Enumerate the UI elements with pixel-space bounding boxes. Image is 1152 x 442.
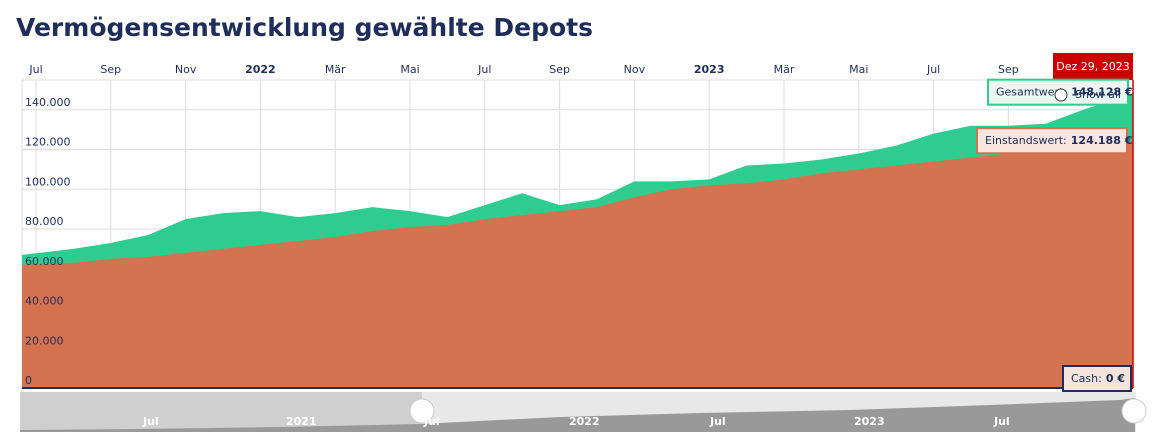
y-tick-label: 0	[25, 374, 32, 387]
y-tick-label: 140.000	[25, 96, 71, 109]
x-tick-label: Sep	[549, 63, 570, 76]
reset-button[interactable]: Show all	[1075, 88, 1121, 101]
x-tick-label: Mai	[849, 63, 868, 76]
navigator-label: 2023	[854, 415, 885, 428]
x-tick-label: Sep	[100, 63, 121, 76]
x-tick-label: 2023	[694, 63, 725, 76]
tooltip: Cash: 0 €	[1071, 372, 1125, 385]
tooltip: Gesamtwert: 148.128 €	[996, 86, 1133, 99]
navigator-label: 2022	[569, 415, 600, 428]
tooltip-box	[1062, 365, 1132, 392]
navigator-label: Jul	[142, 415, 159, 428]
navigator-label: Jul	[709, 415, 726, 428]
x-tick-label: Mär	[774, 63, 795, 76]
navigator-label: Jul	[993, 415, 1010, 428]
y-tick-label: 40.000	[25, 295, 64, 308]
y-tick-label: 100.000	[25, 175, 71, 188]
tooltip-value: 148.128 €	[1071, 86, 1133, 99]
navigator-series	[20, 398, 1135, 432]
x-tick-label: Jul	[926, 63, 940, 76]
x-tick-label: Mär	[325, 63, 346, 76]
navigator-label: 2021	[286, 415, 317, 428]
crosshair-label-bg	[1053, 53, 1133, 80]
x-tick-label: Mai	[400, 63, 419, 76]
x-tick-label: 2022	[245, 63, 276, 76]
chart-title: Vermögensentwicklung gewählte Depots	[16, 13, 593, 42]
tooltip-name: Cash:	[1071, 372, 1102, 385]
area	[22, 141, 1133, 388]
tooltip-name: Gesamtwert:	[996, 86, 1067, 99]
y-tick-label: 20.000	[25, 334, 64, 347]
x-tick-label: Nov	[624, 63, 646, 76]
tooltip-name: Einstandswert:	[985, 134, 1067, 147]
reset-icon	[1054, 88, 1068, 102]
tooltip-value: 124.188 €	[1071, 134, 1133, 147]
x-tick-label: Sep	[998, 63, 1019, 76]
navigator-handle[interactable]	[1121, 398, 1147, 424]
x-tick-label: Jul	[477, 63, 491, 76]
navigator-handle[interactable]	[409, 398, 435, 424]
tooltip: Einstandswert: 124.188 €	[985, 134, 1132, 147]
x-tick-label: Nov	[175, 63, 197, 76]
y-tick-label: 60.000	[25, 255, 64, 268]
x-tick-label: Jul	[28, 63, 42, 76]
navigator-label: Jul	[423, 415, 440, 428]
y-tick-label: 120.000	[25, 136, 71, 149]
tooltip-box	[976, 127, 1128, 155]
crosshair-label: Dez 29, 2023	[1056, 60, 1130, 73]
navigator-mask	[20, 392, 422, 432]
y-tick-label: 80.000	[25, 215, 64, 228]
tooltip-value: 0 €	[1106, 372, 1125, 385]
